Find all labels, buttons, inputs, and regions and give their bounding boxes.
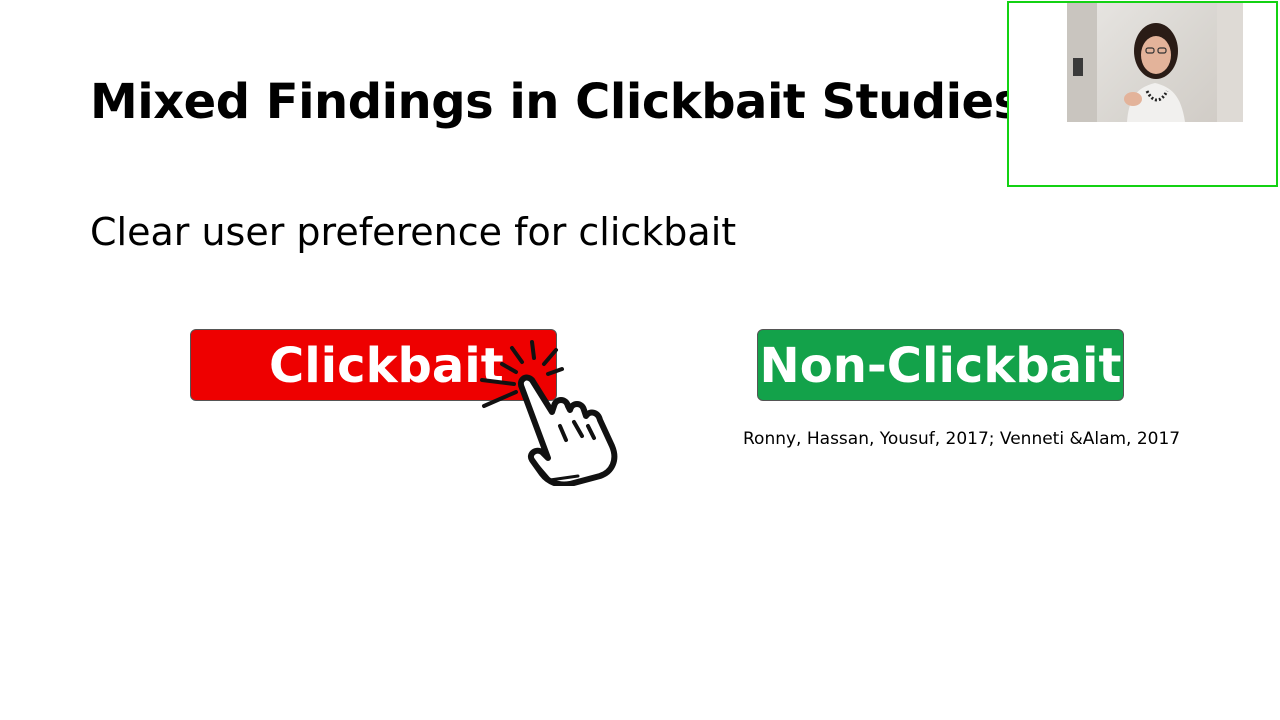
citation-text: Ronny, Hassan, Yousuf, 2017; Venneti &Al… (743, 429, 1181, 449)
nonclickbait-label: Non-Clickbait (759, 338, 1122, 394)
slide-title: Mixed Findings in Clickbait Studies (90, 74, 1022, 130)
clickbait-pill: Clickbait (190, 329, 557, 401)
pointing-hand-click-icon (480, 340, 618, 486)
clickbait-label: Clickbait (269, 338, 504, 394)
webcam-overlay (1007, 1, 1278, 187)
presenter-video-feed (1067, 3, 1243, 122)
nonclickbait-pill: Non-Clickbait (757, 329, 1124, 401)
slide-subtitle: Clear user preference for clickbait (90, 210, 737, 254)
click-burst-icon (480, 340, 564, 408)
presenter-avatar-icon (1067, 3, 1243, 122)
